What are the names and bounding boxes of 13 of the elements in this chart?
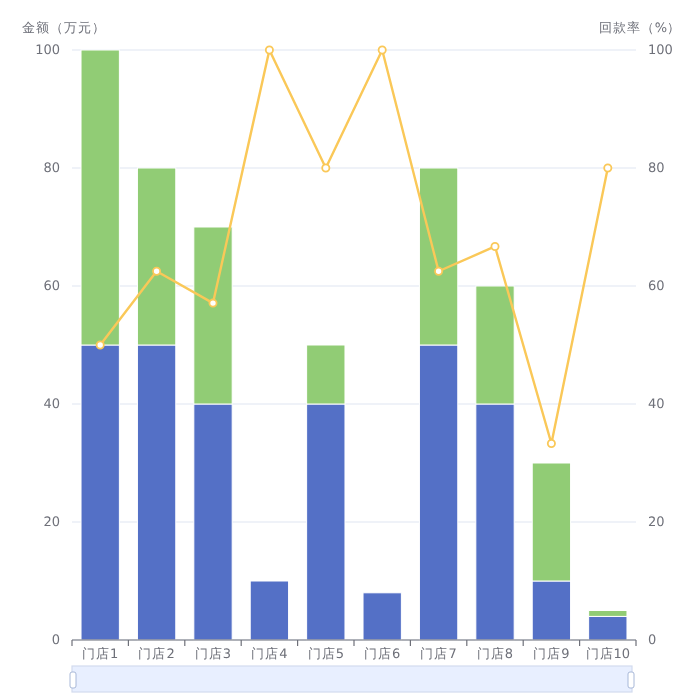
bar — [362, 592, 402, 641]
point — [208, 298, 218, 308]
point — [377, 45, 387, 55]
point — [264, 45, 274, 55]
point — [152, 266, 162, 276]
point — [490, 241, 500, 251]
bar — [588, 615, 628, 641]
point — [603, 163, 613, 173]
point — [321, 163, 331, 173]
bar — [249, 580, 290, 641]
point — [434, 266, 444, 276]
point — [546, 439, 556, 449]
point — [95, 340, 105, 350]
